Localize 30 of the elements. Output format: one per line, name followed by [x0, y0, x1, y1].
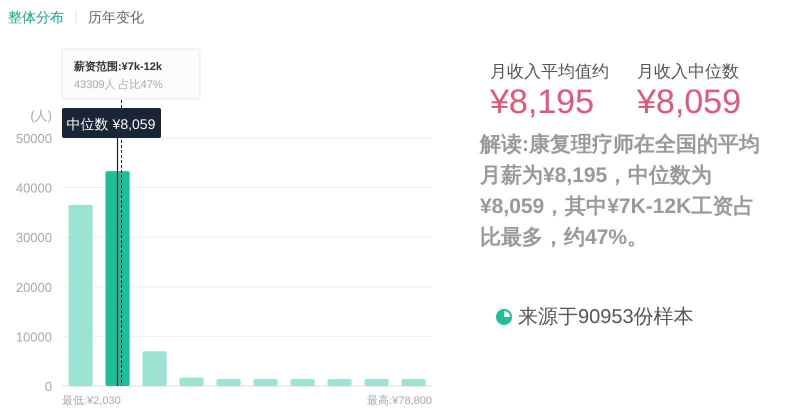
y-tick-label: 40000	[16, 180, 52, 196]
text: ¥8,059	[637, 83, 741, 121]
text: 最高:¥78,800	[367, 394, 432, 407]
y-axis-title: (人)	[30, 108, 52, 123]
text: 月收入中位数	[637, 61, 740, 83]
text: 最低:¥2,030	[62, 395, 121, 407]
text: 解读:康复理疗师在全国的平均月薪为¥8,195，中位数为¥8,059，其中¥7K-12K工资占比最多，约47%。	[478, 132, 761, 251]
bar	[68, 204, 92, 386]
text: 中位数 ¥8,059	[66, 116, 156, 132]
text: 月收入平均值约	[490, 61, 609, 83]
text: ¥8,195	[490, 83, 595, 121]
y-tick-label: 30000	[16, 230, 52, 246]
y-tick-label: 0	[44, 379, 52, 394]
y-tick-label: 50000	[16, 131, 52, 146]
text: 整体分布	[8, 9, 64, 25]
text: 历年变化	[88, 9, 144, 25]
bar	[290, 379, 314, 386]
bar	[328, 379, 352, 386]
bar	[402, 379, 426, 386]
bar	[180, 378, 204, 386]
text: 43309人 占比47%	[74, 78, 163, 91]
bar	[142, 351, 166, 386]
text: 来源于90953份样本	[518, 305, 694, 330]
bar	[216, 379, 240, 386]
text: 薪资范围:¥7k-12k	[73, 60, 163, 73]
bar	[106, 171, 130, 386]
y-tick-label: 10000	[16, 329, 52, 344]
bar	[254, 379, 278, 386]
bar	[364, 379, 388, 386]
y-tick-label: 20000	[16, 280, 52, 295]
